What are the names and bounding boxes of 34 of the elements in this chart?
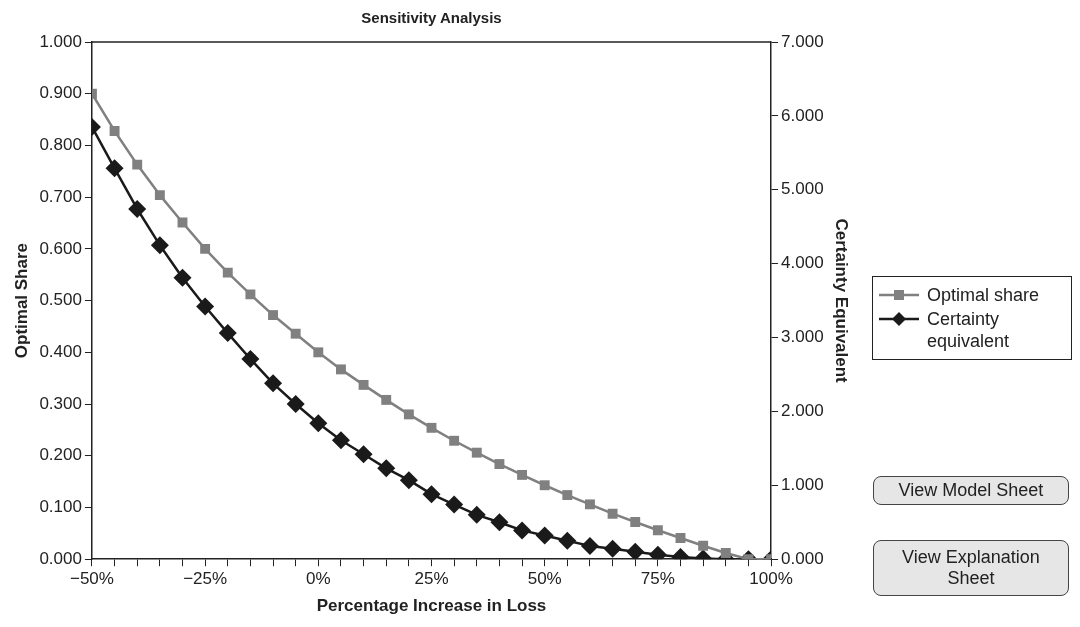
text: View Model Sheet <box>873 476 1069 505</box>
y2-tick-label: 1.000 <box>781 475 824 494</box>
x-tick-label: 0% <box>306 569 331 589</box>
y-tick-label: 0.900 <box>39 83 82 103</box>
x-tick-label: −50% <box>69 569 114 589</box>
y2-tick-label: 6.000 <box>781 105 824 125</box>
y-tick-label: 0.200 <box>39 445 82 465</box>
x-tick-label: −25% <box>183 569 228 589</box>
y-tick-label: 0.400 <box>39 342 82 362</box>
y-tick-label: 0.300 <box>39 393 82 413</box>
y2-axis-title: Certainty Equivalent <box>832 218 852 384</box>
y-tick-label: 0.500 <box>39 290 82 310</box>
x-tick-label: 50% <box>527 569 562 589</box>
y-tick-label: 1.000 <box>39 31 82 51</box>
y2-tick-label: 3.000 <box>781 327 824 347</box>
y-tick-label: 0.600 <box>39 238 82 258</box>
x-tick-label: 25% <box>414 569 449 589</box>
y2-tick-label: 0.000 <box>781 548 824 568</box>
y-tick-label: 0.000 <box>39 548 82 568</box>
x-tick-label: 100% <box>749 569 793 589</box>
y2-tick-label: 4.000 <box>781 253 824 273</box>
legend-label: Certainty equivalent <box>927 308 1011 352</box>
x-tick-label: 75% <box>640 569 675 589</box>
y2-tick-label: 2.000 <box>781 401 824 421</box>
chart-title: Sensitivity Analysis <box>361 9 502 27</box>
x-axis-title: Percentage Increase in Loss <box>316 596 547 616</box>
legend-label: Optimal share <box>927 284 1041 306</box>
y-axis-title: Optimal Share <box>11 242 31 359</box>
y-tick-label: 0.100 <box>39 497 82 517</box>
y-tick-label: 0.700 <box>39 186 82 206</box>
text: View Explanation Sheet <box>873 540 1069 596</box>
y2-tick-label: 5.000 <box>781 179 824 199</box>
y2-tick-label: 7.000 <box>781 31 824 51</box>
y-tick-label: 0.800 <box>39 135 82 155</box>
